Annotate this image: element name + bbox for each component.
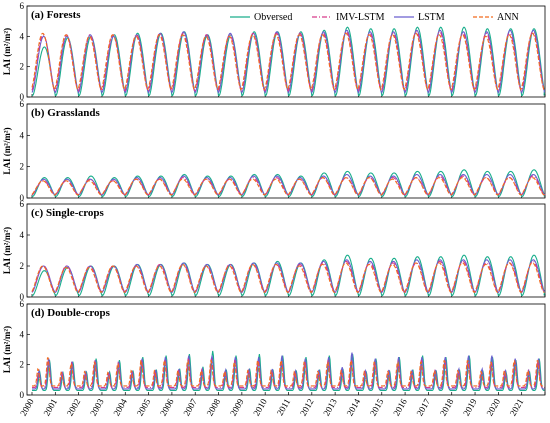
x-tick-label: 2007	[181, 397, 199, 418]
y-tick-label: 6	[20, 1, 25, 11]
series-line-obversed	[32, 169, 545, 197]
y-tick-label: 2	[20, 261, 25, 271]
panel-4	[26, 303, 546, 396]
x-tick-label: 2003	[88, 397, 106, 418]
x-tick-label: 2015	[368, 397, 386, 418]
x-tick-label: 2013	[321, 397, 339, 418]
legend-label: LSTM	[418, 12, 445, 23]
y-tick-label: 0	[20, 292, 25, 302]
x-tick-label: 2001	[41, 397, 59, 418]
panel-title: (c) Single-crops	[31, 207, 105, 219]
legend-label: ANN	[497, 12, 519, 23]
panel-title: (b) Grasslands	[31, 107, 100, 119]
panel-1	[26, 5, 547, 98]
y-tick-label: 6	[20, 299, 25, 309]
series-line-imv-lstm	[31, 31, 546, 92]
x-tick-label: 2012	[298, 397, 316, 418]
legend-label: IMV-LSTM	[336, 12, 385, 23]
x-tick-label: 2019	[461, 397, 479, 418]
panel-3	[26, 203, 546, 298]
y-tick-label: 0	[20, 193, 25, 203]
y-tick-label: 4	[20, 130, 25, 140]
plot-frame	[26, 203, 546, 298]
series-line-lstm	[32, 352, 545, 390]
y-axis-label: LAI (m²/m²)	[2, 326, 12, 373]
y-tick-label: 4	[20, 31, 25, 41]
panel-title: (d) Double-crops	[31, 307, 111, 319]
y-axis-label: LAI (m²/m²)	[2, 28, 12, 75]
y-tick-label: 4	[20, 329, 25, 339]
y-tick-label: 2	[20, 162, 25, 172]
x-tick-label: 2004	[111, 397, 129, 418]
x-tick-label: 2008	[205, 397, 223, 418]
y-tick-label: 4	[20, 230, 25, 240]
x-tick-label: 2002	[65, 397, 83, 418]
y-tick-label: 2	[20, 360, 25, 370]
x-tick-label: 2009	[228, 397, 246, 418]
panel-title: (a) Forests	[31, 9, 81, 21]
x-tick-label: 2017	[414, 397, 432, 418]
y-axis-label: LAI (m²/m²)	[2, 127, 12, 174]
plot-frame	[26, 303, 546, 396]
x-tick-label: 2005	[135, 397, 153, 418]
y-tick-label: 0	[20, 390, 25, 400]
x-tick-label: 2014	[345, 397, 363, 418]
series-line-ann	[31, 177, 545, 196]
plot-frame	[26, 5, 546, 98]
x-tick-label: 2011	[275, 397, 292, 417]
y-tick-label: 2	[20, 62, 25, 72]
x-tick-label: 2018	[438, 397, 456, 418]
legend-label: Obversed	[254, 12, 292, 23]
x-tick-label: 2021	[508, 397, 526, 418]
y-tick-label: 6	[20, 99, 25, 109]
series-line-ann	[31, 262, 545, 294]
y-tick-label: 0	[20, 92, 25, 102]
y-tick-label: 6	[20, 199, 25, 209]
x-tick-label: 2020	[484, 397, 502, 418]
series-line-obversed	[32, 26, 545, 97]
panel-2	[26, 103, 546, 199]
x-tick-label: 2006	[158, 397, 176, 418]
legend: Obversed IMV-LSTM LSTM ANN	[230, 12, 519, 23]
plot-frame	[26, 103, 546, 199]
series-line-ann	[31, 32, 547, 91]
x-tick-label: 2016	[391, 397, 409, 418]
x-tick-label: 2010	[251, 397, 269, 418]
y-axis-label: LAI (m²/m²)	[2, 227, 12, 274]
